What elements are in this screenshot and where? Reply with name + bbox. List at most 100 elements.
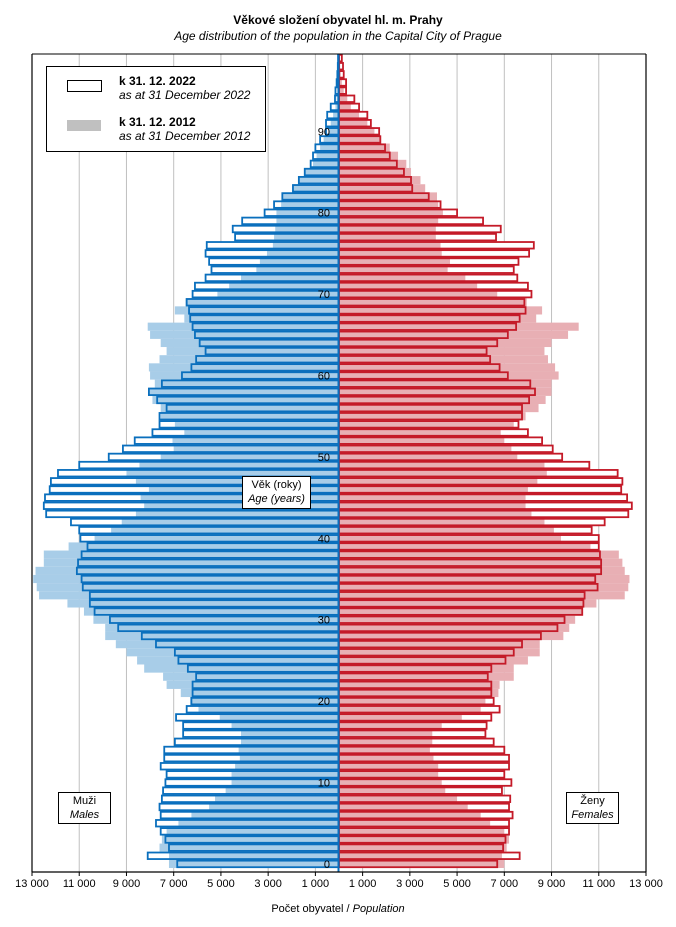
bar-male-2012	[166, 827, 339, 836]
bar-female-2012	[339, 794, 458, 803]
bar-female-2012	[339, 127, 375, 136]
bar-male-2012	[160, 412, 339, 421]
chart-title: Věkové složení obyvatel hl. m. Prahy	[233, 13, 443, 27]
bar-male-2012	[126, 648, 339, 657]
x-axis-title: Počet obyvatel / Population	[271, 903, 405, 915]
bar-female-2012	[339, 135, 381, 144]
bar-female-2012	[339, 363, 556, 372]
bar-female-2012	[339, 330, 569, 339]
bar-female-2012	[339, 322, 579, 331]
bar-male-2012	[168, 851, 339, 860]
bar-male-2012	[231, 721, 339, 730]
bar-female-2012	[339, 526, 554, 535]
bar-male-2012	[180, 688, 339, 698]
bar-male-2012	[43, 550, 340, 559]
bar-male-2012	[275, 224, 339, 234]
bar-male-2012	[140, 493, 339, 502]
bar-female-2012	[339, 680, 500, 689]
bar-male-2012	[139, 461, 339, 470]
bar-male-2012	[173, 444, 339, 453]
bar-male-2012	[281, 200, 339, 209]
bar-male-2012	[105, 631, 339, 641]
bar-female-2012	[339, 607, 583, 616]
bar-female-2012	[339, 395, 546, 405]
bar-female-2012	[339, 754, 434, 763]
bar-male-2012	[174, 420, 339, 429]
x-tick-label: 11 000	[63, 878, 96, 890]
x-tick-label: 3 000	[254, 878, 282, 890]
bar-male-2012	[229, 281, 339, 291]
x-tick-label: 11 000	[582, 878, 615, 890]
y-tick-label: 80	[318, 208, 330, 220]
females-label: Ženy Females	[566, 792, 619, 824]
bar-male-2012	[168, 859, 339, 868]
bar-female-2012	[339, 298, 527, 307]
bar-female-2012	[339, 713, 462, 722]
bar-female-2012	[339, 859, 505, 868]
bar-male-2012	[159, 355, 339, 364]
x-tick-label: 1 000	[302, 878, 330, 890]
bar-male-2012	[178, 819, 339, 828]
bar-female-2012	[339, 745, 430, 755]
bar-male-2012	[217, 290, 339, 299]
bar-female-2012	[339, 843, 507, 852]
y-tick-label: 10	[318, 778, 330, 790]
bar-male-2012	[184, 428, 339, 437]
bar-female-2012	[339, 615, 576, 624]
bar-female-2012	[339, 314, 537, 323]
bar-female-2012	[339, 509, 532, 518]
bar-male-2012	[198, 705, 339, 714]
bar-female-2012	[339, 737, 433, 746]
bar-female-2012	[339, 436, 505, 445]
bar-female-2012	[339, 241, 441, 250]
y-tick-label: 50	[318, 452, 330, 464]
bar-male-2012	[172, 436, 339, 445]
y-tick-label: 60	[318, 371, 330, 383]
bar-female-2012	[339, 583, 629, 592]
bar-male-2012	[215, 794, 339, 803]
legend-item-2022: k 31. 12. 2022 as at 31 December 2022	[119, 74, 250, 102]
bar-male-2012	[159, 843, 339, 852]
bar-male-2012	[313, 159, 339, 168]
bar-male-2012	[272, 241, 339, 250]
bar-male-2012	[225, 786, 339, 795]
bar-female-2012	[339, 697, 486, 706]
bar-male-2012	[148, 363, 339, 372]
x-tick-label: 9 000	[113, 878, 141, 890]
bar-female-2012	[339, 835, 510, 844]
bar-female-2012	[339, 387, 552, 396]
bar-female-2012	[339, 233, 436, 242]
bar-female-2012	[339, 70, 341, 79]
bar-male-2012	[150, 371, 339, 380]
bar-male-2012	[240, 273, 339, 282]
bar-female-2012	[339, 151, 399, 160]
bar-male-2012	[209, 802, 339, 812]
bar-female-2012	[339, 802, 468, 812]
bar-female-2012	[339, 648, 540, 657]
x-tick-label: 3 000	[396, 878, 424, 890]
bar-female-2012	[339, 249, 442, 258]
y-tick-label: 20	[318, 696, 330, 708]
males-label-en: Males	[69, 809, 100, 821]
bar-male-2012	[152, 395, 339, 405]
bar-bg-female-2022	[339, 79, 347, 86]
bar-female-2012	[339, 721, 442, 730]
bar-male-2012	[298, 176, 339, 185]
bar-male-2012	[219, 713, 339, 722]
y-tick-label: 0	[324, 859, 330, 871]
bar-female-2012	[339, 78, 342, 87]
bar-female-2012	[339, 631, 564, 641]
females-label-en: Females	[571, 809, 614, 821]
bar-male-2012	[276, 216, 339, 225]
bar-male-2012	[235, 762, 339, 771]
males-label-cz: Muži	[72, 795, 97, 807]
bar-male-2012	[160, 404, 339, 413]
bar-male-2012	[111, 526, 339, 535]
bar-female-2012	[339, 290, 498, 299]
bar-male-2012	[292, 184, 339, 193]
bar-male-2012	[166, 680, 339, 689]
bar-female-2012	[339, 493, 526, 502]
bar-male-2012	[39, 591, 339, 600]
bar-female-2012	[339, 200, 439, 209]
legend-label-2012-en: as at 31 December 2012	[119, 129, 251, 143]
